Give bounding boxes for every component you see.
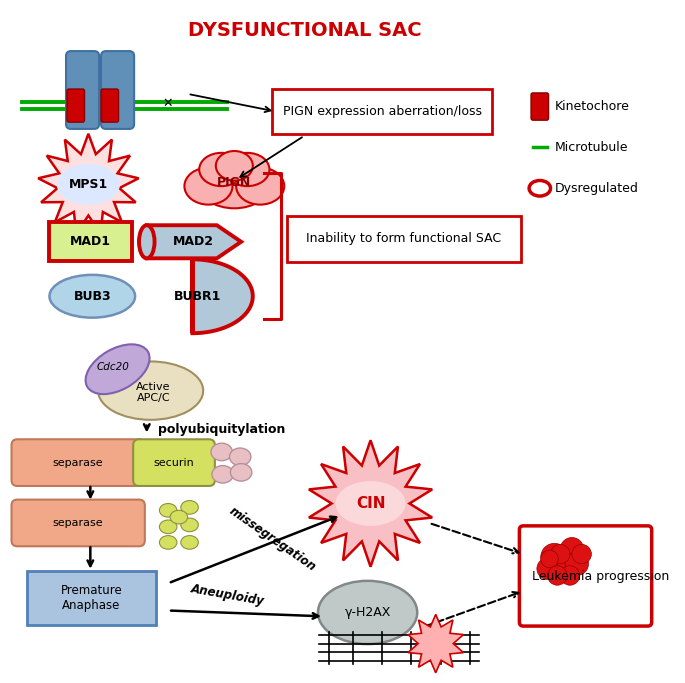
FancyBboxPatch shape [27, 570, 155, 625]
Text: CIN: CIN [356, 496, 385, 511]
Text: BUBR1: BUBR1 [174, 290, 221, 303]
Text: Premature
Anaphase: Premature Anaphase [60, 584, 122, 612]
Text: PIGN: PIGN [217, 176, 251, 189]
Ellipse shape [229, 448, 251, 466]
Ellipse shape [565, 552, 588, 576]
Text: MAD2: MAD2 [173, 235, 214, 249]
Ellipse shape [212, 466, 234, 483]
FancyBboxPatch shape [67, 89, 84, 122]
Ellipse shape [181, 535, 199, 549]
Text: polyubiquitylation: polyubiquitylation [158, 423, 286, 436]
FancyBboxPatch shape [133, 439, 215, 486]
Polygon shape [408, 615, 464, 673]
Ellipse shape [560, 566, 580, 585]
Ellipse shape [160, 503, 177, 517]
Ellipse shape [540, 544, 568, 570]
Ellipse shape [540, 550, 558, 568]
Ellipse shape [197, 156, 271, 208]
FancyBboxPatch shape [49, 223, 132, 261]
Text: missegregation: missegregation [227, 505, 318, 574]
Ellipse shape [553, 556, 577, 581]
FancyBboxPatch shape [12, 499, 145, 546]
Ellipse shape [184, 167, 232, 205]
Ellipse shape [57, 164, 120, 205]
Ellipse shape [537, 558, 558, 579]
Text: MPS1: MPS1 [68, 178, 108, 191]
Text: Microtubule: Microtubule [554, 141, 628, 154]
Ellipse shape [139, 225, 155, 258]
Ellipse shape [98, 361, 203, 420]
Ellipse shape [181, 518, 199, 531]
FancyBboxPatch shape [272, 89, 492, 134]
Text: Cdc20: Cdc20 [97, 362, 129, 372]
Text: Inability to form functional SAC: Inability to form functional SAC [306, 232, 501, 245]
Text: MAD1: MAD1 [70, 235, 111, 249]
Polygon shape [147, 225, 241, 258]
Text: Active
APC/C: Active APC/C [136, 382, 171, 404]
Ellipse shape [547, 566, 567, 585]
Text: Kinetochore: Kinetochore [554, 100, 630, 113]
Ellipse shape [336, 481, 406, 526]
Text: Aneuploidy: Aneuploidy [190, 582, 265, 608]
Text: securin: securin [153, 458, 195, 468]
FancyBboxPatch shape [66, 51, 99, 129]
Text: separase: separase [52, 518, 103, 528]
Ellipse shape [230, 464, 252, 481]
Polygon shape [38, 134, 138, 234]
Text: separase: separase [52, 458, 103, 468]
Text: γ-H2AX: γ-H2AX [345, 606, 391, 619]
FancyBboxPatch shape [101, 89, 119, 122]
Polygon shape [309, 441, 432, 567]
Ellipse shape [211, 443, 232, 460]
FancyBboxPatch shape [519, 526, 651, 626]
Ellipse shape [199, 153, 244, 186]
Ellipse shape [181, 501, 199, 514]
Ellipse shape [225, 153, 269, 186]
Ellipse shape [160, 535, 177, 549]
Ellipse shape [318, 581, 417, 644]
Ellipse shape [551, 544, 570, 563]
FancyBboxPatch shape [101, 51, 134, 129]
Text: Leukemia progression: Leukemia progression [532, 570, 670, 583]
Ellipse shape [49, 275, 135, 318]
Text: BUB3: BUB3 [73, 290, 111, 303]
Text: ✕: ✕ [163, 97, 173, 110]
Ellipse shape [160, 520, 177, 533]
Ellipse shape [529, 180, 551, 196]
FancyBboxPatch shape [12, 439, 145, 486]
Ellipse shape [560, 538, 584, 561]
FancyBboxPatch shape [531, 93, 549, 120]
FancyBboxPatch shape [287, 216, 521, 262]
Text: PIGN expression aberration/loss: PIGN expression aberration/loss [283, 105, 482, 118]
Ellipse shape [216, 151, 253, 180]
Ellipse shape [86, 344, 149, 394]
Polygon shape [192, 260, 253, 333]
Ellipse shape [572, 544, 591, 563]
Text: DYSFUNCTIONAL SAC: DYSFUNCTIONAL SAC [188, 21, 421, 40]
Ellipse shape [236, 167, 284, 205]
Text: Dysregulated: Dysregulated [554, 182, 638, 195]
Ellipse shape [170, 510, 188, 524]
